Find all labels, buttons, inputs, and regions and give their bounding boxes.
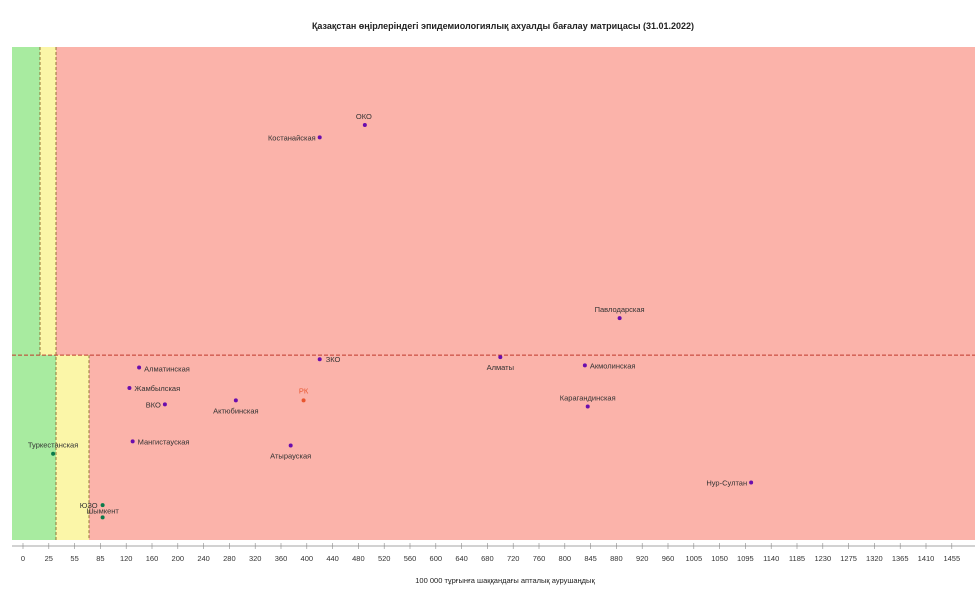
zone-yellow-top [40, 47, 56, 356]
data-point [100, 515, 105, 520]
data-point [288, 443, 293, 448]
x-tick-label: 160 [146, 554, 159, 563]
x-tick-label: 1185 [789, 554, 805, 563]
x-tick-label: 360 [275, 554, 288, 563]
data-point-label: Карагандинская [560, 393, 616, 402]
chart-title: Қазақстан өңірлеріндегі эпидемиологиялық… [312, 21, 694, 31]
data-point [51, 451, 56, 456]
x-tick-label: 1410 [918, 554, 935, 563]
x-axis-label: 100 000 тұрғынға шаққандағы апталық ауру… [415, 576, 595, 585]
data-point [585, 404, 590, 409]
zone-red [12, 47, 975, 540]
data-point-label: Актюбинская [213, 406, 258, 415]
data-point-label: Алматы [487, 363, 514, 372]
x-tick-label: 1275 [840, 554, 857, 563]
data-point-label: Павлодарская [595, 305, 645, 314]
data-point [233, 398, 238, 403]
x-tick-label: 1365 [892, 554, 909, 563]
data-point-label: Акмолинская [590, 361, 636, 370]
x-tick-label: 1005 [685, 554, 702, 563]
zone-green-bottom [12, 355, 56, 540]
data-point [162, 402, 167, 407]
data-point [127, 385, 132, 390]
x-tick-label: 440 [326, 554, 339, 563]
data-point-label: Атырауская [270, 452, 311, 461]
x-tick-label: 720 [507, 554, 520, 563]
x-tick-label: 560 [404, 554, 417, 563]
x-tick-label: 800 [559, 554, 572, 563]
x-tick-label: 25 [45, 554, 53, 563]
x-tick-label: 880 [610, 554, 623, 563]
data-point-label: Шымкент [86, 506, 119, 515]
data-point [498, 355, 503, 360]
x-tick-label: 520 [378, 554, 391, 563]
x-tick-label: 320 [249, 554, 262, 563]
x-tick-label: 845 [584, 554, 597, 563]
data-point-label: ЮЗО [80, 501, 98, 510]
data-point [749, 480, 754, 485]
data-point-label: Туркестанская [28, 441, 78, 450]
x-tick-label: 1320 [866, 554, 883, 563]
data-point [100, 503, 105, 508]
x-tick-label: 1050 [711, 554, 728, 563]
x-tick-label: 680 [481, 554, 494, 563]
data-point-label: ЗКО [326, 355, 341, 364]
data-point [130, 439, 135, 444]
x-axis: 0 25 55 85 120 160 200 240 280 320 360 400 440 480 520… [12, 543, 975, 563]
plot-area [12, 47, 975, 540]
x-tick-label: 1455 [943, 554, 960, 563]
data-points: ОКО Костанайская Павлодарская ЗКО Алматы Акмо… [28, 112, 754, 520]
x-tick-label: 960 [662, 554, 675, 563]
data-point-label: Алматинская [144, 364, 190, 373]
data-point [317, 135, 322, 140]
x-tick-label: 55 [70, 554, 78, 563]
x-tick-label: 760 [533, 554, 546, 563]
data-point [582, 363, 587, 368]
data-point-label: ВКО [146, 400, 161, 409]
x-tick-label: 600 [430, 554, 443, 563]
x-tick-label: 480 [352, 554, 365, 563]
data-point-label: Нур-Султан [706, 478, 747, 487]
x-tick-label: 0 [21, 554, 25, 563]
x-tick-label: 85 [96, 554, 104, 563]
x-tick-label: 1095 [737, 554, 754, 563]
x-tick-label: 1140 [763, 554, 779, 563]
x-tick-label: 640 [455, 554, 468, 563]
data-point [617, 316, 622, 321]
data-point-label: Костанайская [268, 133, 316, 142]
data-point-label: Мангистауская [138, 437, 190, 446]
data-point-label: Жамбылская [134, 384, 180, 393]
data-point-label: РК [299, 386, 309, 395]
zone-yellow-bottom [56, 355, 89, 540]
data-point [362, 123, 367, 128]
data-point [137, 365, 142, 370]
x-tick-label: 200 [172, 554, 185, 563]
data-point-label: ОКО [356, 112, 372, 121]
x-tick-label: 400 [301, 554, 314, 563]
data-point [301, 398, 306, 403]
data-point [317, 357, 322, 362]
x-tick-label: 240 [197, 554, 210, 563]
x-tick-label: 120 [120, 554, 133, 563]
x-tick-label: 920 [636, 554, 649, 563]
x-tick-label: 280 [223, 554, 236, 563]
x-tick-label: 1230 [814, 554, 831, 563]
